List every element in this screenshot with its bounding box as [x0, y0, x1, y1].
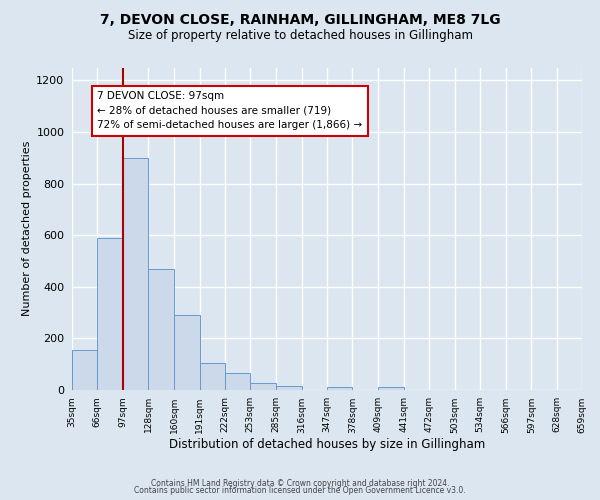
Bar: [72, 350, 97, 390]
Bar: [148, 268, 174, 390]
Y-axis label: Number of detached properties: Number of detached properties: [22, 141, 32, 316]
Bar: [377, 388, 404, 390]
Text: 7 DEVON CLOSE: 97sqm
← 28% of detached houses are smaller (719)
72% of semi-deta: 7 DEVON CLOSE: 97sqm ← 28% of detached h…: [97, 90, 362, 130]
Bar: [277, 386, 302, 390]
Bar: [199, 363, 225, 390]
Bar: [327, 387, 352, 390]
Bar: [122, 158, 148, 390]
X-axis label: Distribution of detached houses by size in Gillingham: Distribution of detached houses by size …: [169, 438, 485, 451]
Text: Contains public sector information licensed under the Open Government Licence v3: Contains public sector information licen…: [134, 486, 466, 495]
Bar: [250, 383, 277, 390]
Bar: [225, 373, 250, 390]
Text: 7, DEVON CLOSE, RAINHAM, GILLINGHAM, ME8 7LG: 7, DEVON CLOSE, RAINHAM, GILLINGHAM, ME8…: [100, 12, 500, 26]
Bar: [97, 238, 122, 390]
Bar: [174, 315, 199, 390]
Text: Size of property relative to detached houses in Gillingham: Size of property relative to detached ho…: [128, 29, 473, 42]
Text: Contains HM Land Registry data © Crown copyright and database right 2024.: Contains HM Land Registry data © Crown c…: [151, 478, 449, 488]
